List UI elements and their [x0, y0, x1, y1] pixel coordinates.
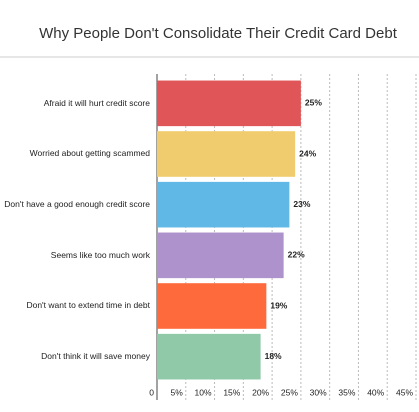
value-label: 24%	[299, 148, 316, 158]
value-label: 18%	[265, 351, 282, 361]
y-tick-label: Don't think it will save money	[41, 351, 150, 362]
x-tick-label: 35%	[338, 387, 355, 397]
x-tick-label: 0	[149, 387, 154, 397]
value-label: 25%	[305, 98, 322, 108]
y-tick-label: Don't want to extend time in debt	[26, 300, 150, 311]
x-tick-label: 15%	[223, 387, 240, 397]
y-tick-label: Worried about getting scammed	[29, 148, 150, 159]
bar	[157, 232, 284, 279]
bar	[157, 181, 290, 228]
y-tick-label: Don't have a good enough credit score	[4, 199, 150, 210]
bar	[157, 80, 301, 127]
value-label: 22%	[288, 250, 305, 260]
bar	[157, 283, 267, 329]
x-tick-label: 30%	[310, 387, 327, 397]
x-tick-label: 20%	[252, 387, 269, 397]
y-tick-label: Seems like too much work	[50, 249, 150, 260]
chart-title: Why People Don't Consolidate Their Credi…	[39, 25, 398, 42]
x-tick-label: 40%	[367, 387, 384, 397]
value-label: 23%	[293, 199, 310, 209]
bar	[157, 333, 261, 380]
x-tick-label: 45%	[396, 387, 413, 397]
bar	[157, 131, 296, 177]
x-tick-label: 10%	[195, 387, 212, 397]
x-tick-label: 5%	[170, 387, 183, 397]
value-label: 19%	[270, 300, 287, 310]
x-tick-label: 25%	[281, 387, 298, 397]
y-tick-label: Afraid it will hurt credit score	[43, 97, 150, 108]
